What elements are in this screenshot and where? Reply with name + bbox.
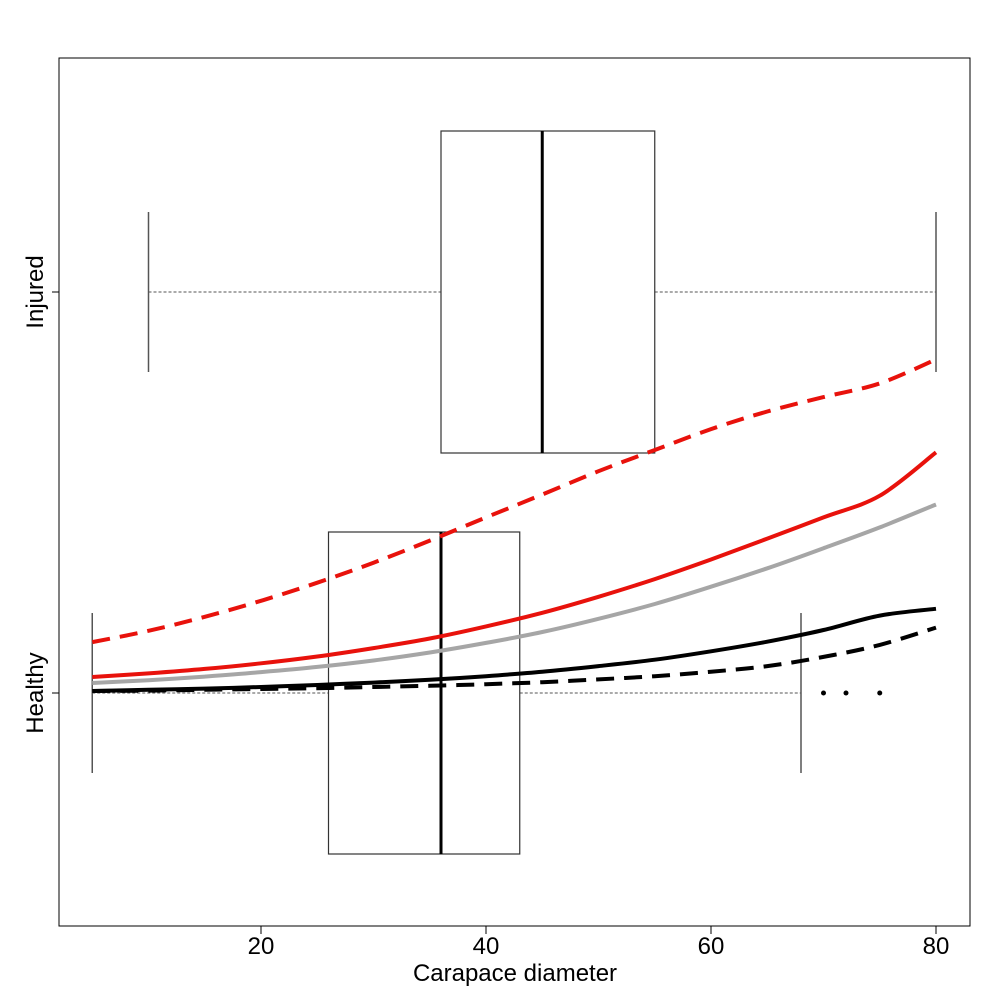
- x-tick-label: 80: [923, 933, 950, 960]
- x-axis-label: Carapace diameter: [413, 960, 617, 987]
- box-iqr: [440, 130, 656, 454]
- outlier-point: [877, 690, 883, 696]
- series-line-2: [92, 450, 938, 679]
- x-tick-label: 40: [473, 933, 500, 960]
- series-line-3: [92, 502, 937, 685]
- outlier-point: [843, 690, 849, 696]
- boxplot-injured: [147, 130, 937, 454]
- outlier-point: [821, 690, 826, 696]
- series-line-5: [92, 625, 937, 693]
- boxplot-healthy: [91, 531, 883, 855]
- y-tick-label-healthy: Healthy: [22, 652, 49, 733]
- x-tick-label: 20: [248, 933, 275, 960]
- x-tick-label: 60: [698, 933, 725, 960]
- y-tick-label-injured: Injured: [22, 255, 49, 328]
- plot-frame: [58, 57, 971, 927]
- series-line-1: [91, 357, 937, 645]
- box-iqr: [327, 531, 521, 855]
- axes-layer: 20 40 60 80 Healthy Injured: [22, 255, 949, 960]
- boxplots-layer: [91, 130, 937, 855]
- curves-layer: [91, 357, 938, 693]
